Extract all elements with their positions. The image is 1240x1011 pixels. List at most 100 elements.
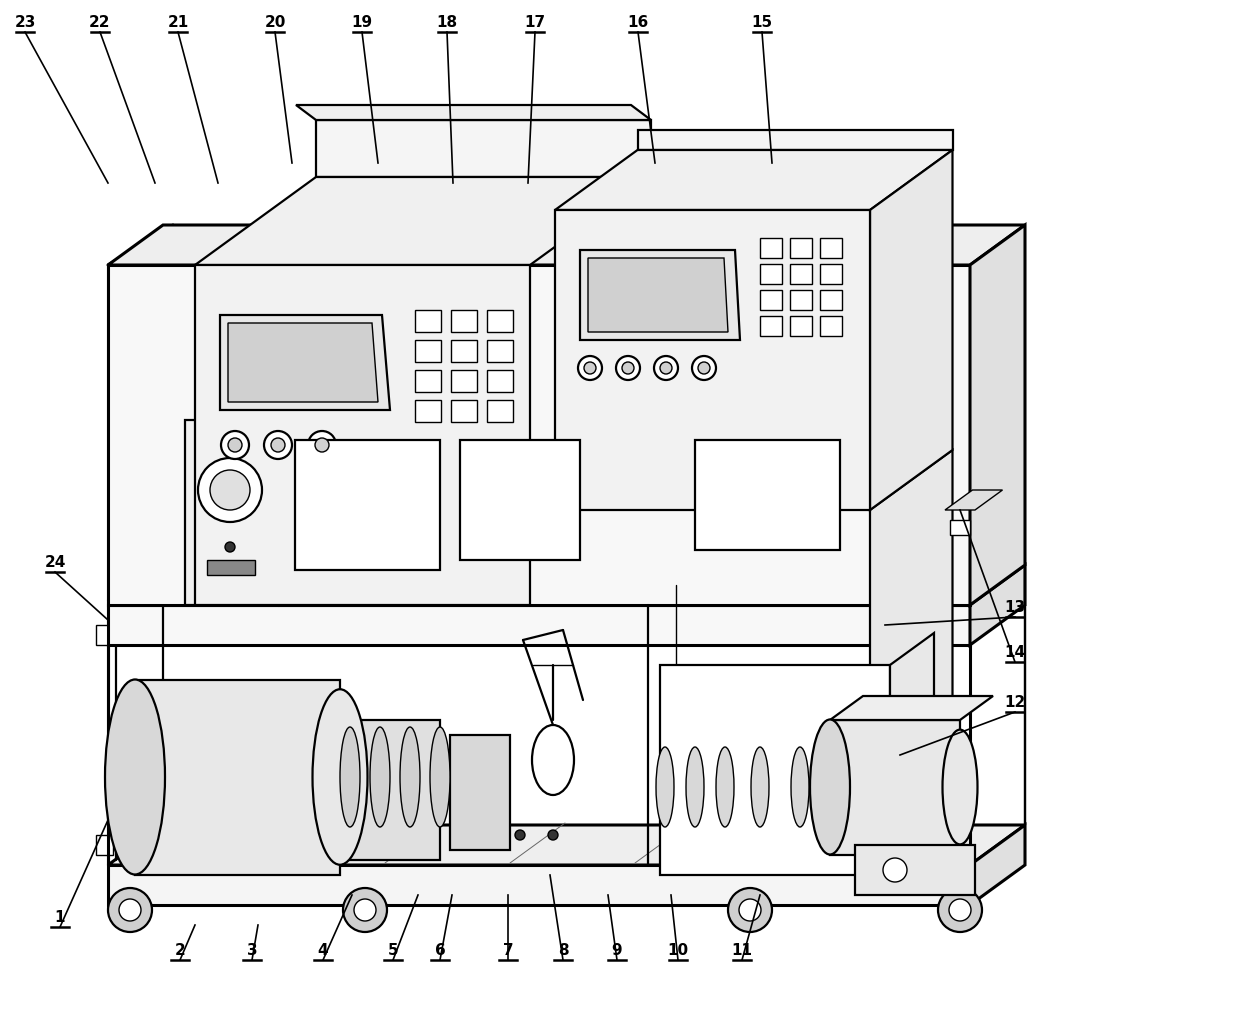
Circle shape — [272, 438, 285, 452]
Text: 18: 18 — [436, 15, 458, 30]
Ellipse shape — [810, 720, 849, 854]
Polygon shape — [820, 316, 842, 336]
Circle shape — [949, 899, 971, 921]
Circle shape — [660, 362, 672, 374]
Polygon shape — [108, 265, 128, 285]
Polygon shape — [870, 150, 952, 510]
Polygon shape — [185, 420, 280, 605]
Polygon shape — [694, 440, 839, 550]
Text: 15: 15 — [751, 15, 773, 30]
Circle shape — [308, 431, 336, 459]
Circle shape — [224, 542, 236, 552]
Text: 21: 21 — [167, 15, 188, 30]
Circle shape — [622, 362, 634, 374]
Polygon shape — [451, 400, 477, 422]
Circle shape — [653, 356, 678, 380]
Polygon shape — [790, 238, 812, 258]
Text: 1: 1 — [55, 910, 66, 925]
Circle shape — [692, 356, 715, 380]
Polygon shape — [350, 720, 440, 860]
Polygon shape — [108, 265, 970, 605]
Circle shape — [728, 888, 773, 932]
Polygon shape — [207, 560, 255, 575]
Text: 19: 19 — [351, 15, 372, 30]
Polygon shape — [760, 264, 782, 284]
Polygon shape — [487, 400, 513, 422]
Text: 9: 9 — [611, 943, 622, 958]
Ellipse shape — [942, 730, 977, 844]
Polygon shape — [108, 225, 1025, 265]
Circle shape — [616, 356, 640, 380]
Polygon shape — [870, 450, 952, 865]
Circle shape — [108, 888, 153, 932]
Circle shape — [228, 438, 242, 452]
Ellipse shape — [686, 747, 704, 827]
Circle shape — [548, 830, 558, 840]
Polygon shape — [296, 105, 651, 120]
Text: 14: 14 — [1004, 645, 1025, 660]
Polygon shape — [660, 665, 890, 875]
Polygon shape — [195, 265, 529, 605]
Text: 17: 17 — [525, 15, 546, 30]
Polygon shape — [970, 225, 1025, 605]
Text: 23: 23 — [15, 15, 36, 30]
Polygon shape — [108, 605, 970, 645]
Text: 20: 20 — [264, 15, 285, 30]
Polygon shape — [637, 130, 952, 150]
Ellipse shape — [546, 747, 560, 772]
Polygon shape — [316, 120, 651, 177]
Polygon shape — [108, 825, 1025, 865]
Polygon shape — [970, 565, 1025, 645]
Polygon shape — [830, 696, 993, 720]
Polygon shape — [487, 340, 513, 362]
Polygon shape — [295, 440, 440, 570]
Text: 7: 7 — [502, 943, 513, 958]
Polygon shape — [945, 490, 1002, 510]
Polygon shape — [790, 264, 812, 284]
Text: 12: 12 — [1004, 695, 1025, 710]
Polygon shape — [487, 310, 513, 332]
Polygon shape — [856, 845, 975, 895]
Circle shape — [221, 431, 249, 459]
Polygon shape — [108, 865, 970, 905]
Polygon shape — [415, 340, 441, 362]
Ellipse shape — [340, 727, 360, 827]
Polygon shape — [760, 316, 782, 336]
Ellipse shape — [401, 727, 420, 827]
Polygon shape — [415, 310, 441, 332]
Circle shape — [210, 470, 250, 510]
Polygon shape — [219, 315, 391, 410]
Ellipse shape — [430, 727, 450, 827]
Polygon shape — [556, 150, 952, 210]
Polygon shape — [830, 720, 960, 855]
Polygon shape — [460, 440, 580, 560]
Polygon shape — [760, 238, 782, 258]
Ellipse shape — [532, 725, 574, 795]
Ellipse shape — [715, 747, 734, 827]
Circle shape — [264, 431, 291, 459]
Circle shape — [198, 458, 262, 522]
Text: 5: 5 — [388, 943, 398, 958]
Polygon shape — [451, 370, 477, 392]
Circle shape — [584, 362, 596, 374]
Polygon shape — [580, 250, 740, 340]
Text: 11: 11 — [732, 943, 753, 958]
Polygon shape — [790, 290, 812, 310]
Ellipse shape — [370, 727, 391, 827]
Circle shape — [119, 899, 141, 921]
Text: 16: 16 — [627, 15, 649, 30]
Polygon shape — [95, 835, 113, 855]
Ellipse shape — [542, 741, 564, 779]
Circle shape — [937, 888, 982, 932]
Polygon shape — [451, 340, 477, 362]
Text: 22: 22 — [89, 15, 110, 30]
Polygon shape — [760, 290, 782, 310]
Circle shape — [698, 362, 711, 374]
Polygon shape — [970, 825, 1025, 905]
Polygon shape — [450, 735, 510, 850]
Polygon shape — [228, 323, 378, 402]
Circle shape — [353, 899, 376, 921]
Text: 6: 6 — [435, 943, 445, 958]
Polygon shape — [195, 177, 651, 265]
Text: 24: 24 — [45, 555, 66, 570]
